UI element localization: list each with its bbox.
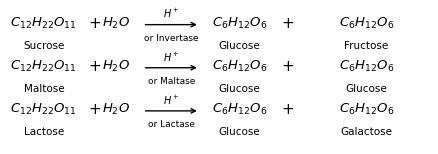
Text: $H_2O$: $H_2O$ [102,102,130,117]
Text: $C_6H_{12}O_6$: $C_6H_{12}O_6$ [211,102,266,117]
Text: $C_{12}H_{22}O_{11}$: $C_{12}H_{22}O_{11}$ [11,102,77,117]
Text: or Maltase: or Maltase [147,77,194,86]
Text: $C_{12}H_{22}O_{11}$: $C_{12}H_{22}O_{11}$ [11,59,77,74]
Text: $C_6H_{12}O_6$: $C_6H_{12}O_6$ [338,59,393,74]
Text: +: + [280,102,293,117]
Text: $C_6H_{12}O_6$: $C_6H_{12}O_6$ [338,102,393,117]
Text: Lactose: Lactose [24,128,64,137]
Text: Sucrose: Sucrose [23,41,64,51]
Text: Glucose: Glucose [345,84,387,94]
Text: Glucose: Glucose [218,128,260,137]
Text: +: + [280,59,293,74]
Text: +: + [88,102,101,117]
Text: Maltose: Maltose [24,84,64,94]
Text: Glucose: Glucose [218,84,260,94]
Text: $H_2O$: $H_2O$ [102,59,130,74]
Text: $H^+$: $H^+$ [162,7,179,20]
Text: +: + [88,16,101,31]
Text: $C_6H_{12}O_6$: $C_6H_{12}O_6$ [211,16,266,31]
Text: Glucose: Glucose [218,41,260,51]
Text: $H^+$: $H^+$ [162,93,179,107]
Text: Fructose: Fructose [344,41,388,51]
Text: +: + [280,16,293,31]
Text: $C_6H_{12}O_6$: $C_6H_{12}O_6$ [338,16,393,31]
Text: or Invertase: or Invertase [144,34,198,43]
Text: $H^+$: $H^+$ [162,50,179,64]
Text: $C_6H_{12}O_6$: $C_6H_{12}O_6$ [211,59,266,74]
Text: or Lactase: or Lactase [147,120,194,129]
Text: Galactose: Galactose [340,128,392,137]
Text: +: + [88,59,101,74]
Text: $C_{12}H_{22}O_{11}$: $C_{12}H_{22}O_{11}$ [11,16,77,31]
Text: $H_2O$: $H_2O$ [102,16,130,31]
